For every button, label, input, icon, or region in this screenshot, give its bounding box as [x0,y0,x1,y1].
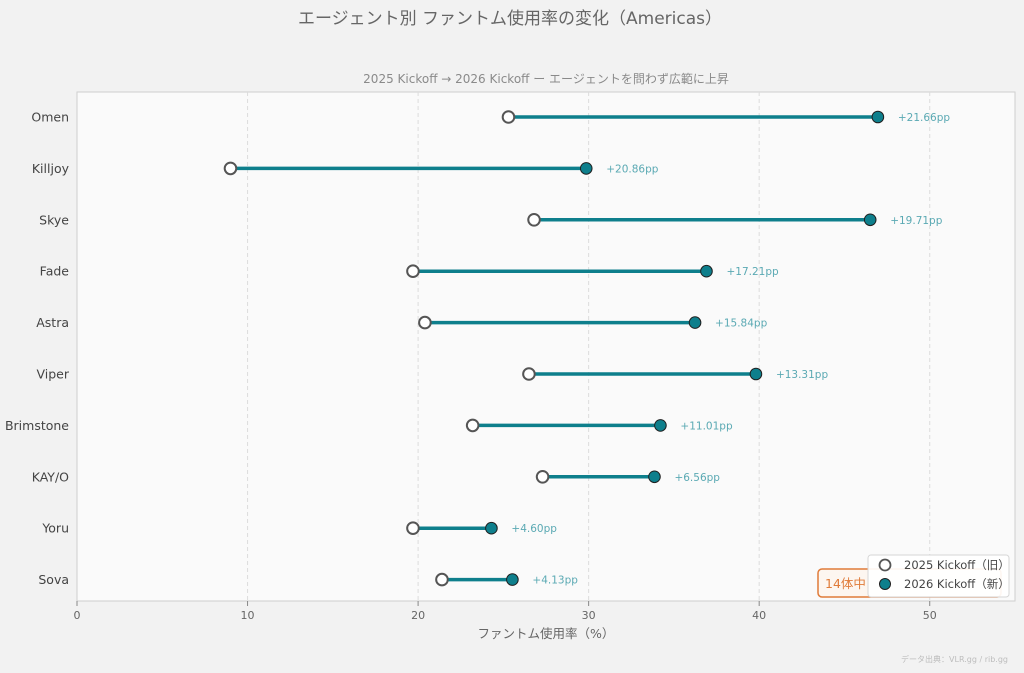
chart-title: エージェント別 ファントム使用率の変化（Americas） [298,8,722,29]
dumbbell-row: Killjoy +20.86pp [32,161,659,176]
dumbbell-row: KAY/O +6.56pp [32,469,721,484]
point-2026 [688,316,702,329]
point-2026 [863,213,877,227]
dumbbell-row: Sova +4.13pp [38,572,578,587]
delta-label: +15.84pp [715,318,768,330]
point-2025 [527,213,541,227]
category-label: Yoru [41,521,69,536]
dumbbell-row: Astra +15.84pp [36,315,767,330]
grid-lines [247,92,931,601]
point-2025 [435,572,449,587]
point-2025 [223,161,238,176]
category-label: Sova [38,572,69,587]
x-axis: 0 10 20 30 40 50 [74,601,937,622]
delta-label: +6.56pp [674,472,720,484]
legend-label-old: 2025 Kickoff（旧） [904,558,1010,572]
dumbbell-row: Omen +21.66pp [31,110,950,125]
annotation-text: 14体中 [825,576,866,591]
x-tick-label: 10 [241,609,255,622]
point-2026 [485,521,498,535]
x-tick-label: 0 [74,609,81,622]
point-2026 [648,470,661,484]
x-tick-label: 40 [752,609,766,622]
delta-label: +19.71pp [890,215,943,227]
delta-label: +17.21pp [726,266,779,278]
point-2025 [418,315,432,330]
point-2026 [506,573,519,586]
delta-label: +4.60pp [511,523,557,535]
point-2026 [749,367,763,381]
dumbbell-row: Skye +19.71pp [39,212,943,227]
category-label: Brimstone [5,418,69,433]
delta-label: +21.66pp [898,112,951,124]
legend-marker-new [879,578,891,590]
plot-area [76,91,1016,602]
category-label: Skye [39,212,69,227]
category-label: Fade [40,264,70,279]
chart-subtitle: 2025 Kickoff → 2026 Kickoff ー エージェントを問わず… [363,71,729,86]
legend: 2025 Kickoff（旧） 2026 Kickoff（新） [867,554,1010,598]
point-2026 [871,110,885,124]
dumbbells: Omen +21.66pp Killjoy +20.86pp Skye +19.71pp F… [5,110,950,588]
dumbbell-row: Fade +17.21pp [40,264,779,279]
x-tick-label: 50 [923,609,937,622]
delta-label: +4.13pp [532,575,578,587]
category-label: KAY/O [32,469,69,484]
dumbbell-row: Viper +13.31pp [36,367,828,382]
point-2025 [406,264,420,279]
x-tick-label: 30 [582,609,596,622]
x-axis-label: ファントム使用率（%） [478,626,615,641]
source-note: データ出典：VLR.gg / rib.gg [901,654,1008,664]
point-2025 [406,521,420,536]
point-2025 [465,418,480,433]
legend-label-new: 2026 Kickoff（新） [904,577,1010,591]
point-2026 [579,162,593,175]
point-2025 [501,110,516,124]
category-label: Viper [36,367,69,382]
delta-label: +11.01pp [680,420,733,432]
point-2025 [535,470,550,484]
delta-label: +13.31pp [776,369,829,381]
category-label: Killjoy [32,161,70,176]
dumbbell-row: Brimstone +11.01pp [5,418,733,433]
x-tick-label: 20 [411,609,425,622]
category-label: Omen [31,110,69,125]
point-2025 [522,367,536,381]
delta-label: +20.86pp [606,163,659,175]
point-2026 [654,419,667,432]
point-2026 [700,264,713,278]
dumbbell-row: Yoru +4.60pp [41,521,557,536]
category-label: Astra [36,315,69,330]
legend-marker-old [878,558,892,572]
